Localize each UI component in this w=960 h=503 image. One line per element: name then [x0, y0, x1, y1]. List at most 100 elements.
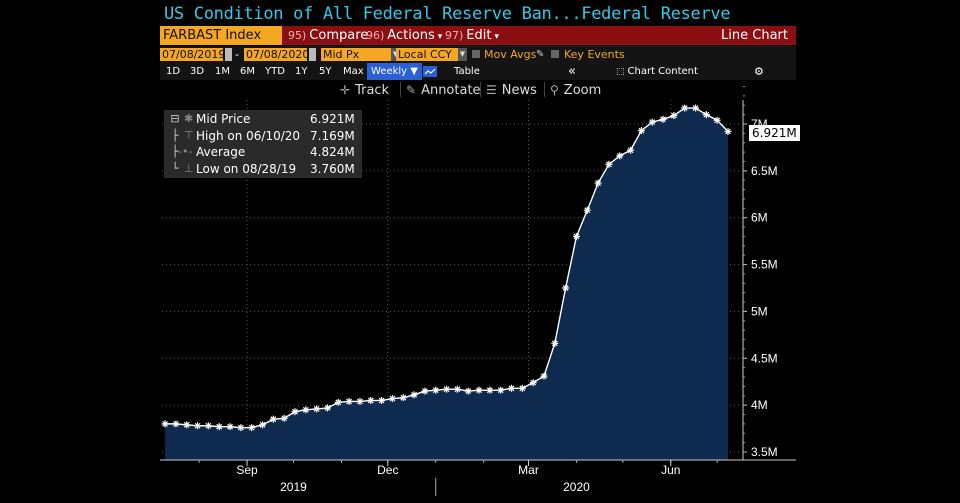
chart-window: US Condition of All Federal Reserve Ban.… [160, 0, 800, 503]
crosshair-icon: ✛ [340, 83, 351, 97]
chart-content-label: Chart Content [627, 66, 698, 77]
collapse-icon[interactable]: « [568, 64, 576, 79]
news-button[interactable]: ☰ News [486, 80, 537, 100]
magnifier-icon: ⚲ [550, 83, 559, 97]
compare-num: 95) [288, 29, 307, 42]
data-point [345, 397, 353, 405]
legend-label: Average [196, 145, 246, 159]
range-1m[interactable]: 1M [215, 66, 230, 77]
key-events-label[interactable]: Key Events [564, 48, 625, 61]
data-point [259, 421, 267, 429]
ticker-field[interactable]: FARBAST Index [160, 26, 282, 45]
chart-content-button[interactable]: ⬚ Chart Content [616, 63, 698, 80]
data-point [572, 232, 580, 240]
data-point [724, 127, 732, 135]
annotate-button[interactable]: ✎ Annotate [406, 80, 481, 100]
range-3d[interactable]: 3D [190, 66, 205, 77]
compare-menu[interactable]: 95) Compare [288, 26, 368, 45]
chevron-down-icon[interactable]: ▼ [391, 48, 400, 61]
year-label: 2019 [280, 480, 307, 494]
divider [480, 82, 481, 97]
data-point [323, 404, 331, 412]
legend-value: 7.169M [310, 128, 355, 143]
pencil-icon[interactable]: ✎ [536, 49, 545, 60]
legend-item-mid-price[interactable]: ⊟ ✱ Mid Price 6.921M [164, 111, 362, 128]
chart-type-label[interactable]: Line Chart [721, 28, 788, 43]
gear-icon[interactable]: ⚙ [754, 65, 764, 78]
range-max[interactable]: Max [343, 66, 364, 77]
range-1y[interactable]: 1Y [295, 66, 308, 77]
data-point [562, 284, 570, 292]
annotation-bar: ✛ Track ✎ Annotate ☰ News ⚲ Zoom [160, 80, 796, 100]
calendar-icon[interactable] [225, 48, 232, 61]
mov-avgs-checkbox[interactable] [472, 50, 480, 58]
data-point [551, 339, 559, 347]
track-label: Track [355, 83, 390, 98]
chart-content-icon: ⬚ [616, 67, 625, 77]
chevron-down-icon: ▾ [437, 32, 443, 42]
data-point [302, 406, 310, 414]
legend-value: 4.824M [310, 145, 355, 159]
key-events-checkbox[interactable] [551, 50, 559, 58]
data-point [356, 397, 364, 405]
expand-icon[interactable]: ⊟ [170, 112, 180, 125]
divider [400, 82, 401, 97]
data-point [226, 423, 234, 431]
currency-select[interactable]: Local CCY [396, 48, 458, 61]
x-tick-label: Dec [377, 463, 398, 477]
main-toolbar: FARBAST Index 95) Compare 96) Actions ▾ 97)… [160, 26, 796, 45]
y-tick-label: 3.5M [751, 445, 778, 459]
data-point [183, 421, 191, 429]
range-ytd[interactable]: YTD [265, 66, 285, 77]
calendar-icon[interactable] [309, 48, 316, 61]
asterisk-icon: ✱ [184, 112, 194, 125]
range-6m[interactable]: 6M [240, 66, 255, 77]
line-chart-icon[interactable] [423, 66, 437, 77]
chevron-down-icon: ▾ [494, 32, 500, 42]
track-button[interactable]: ✛ Track [340, 80, 389, 100]
frequency-select[interactable]: Weekly ▼ [367, 63, 422, 80]
chevron-down-icon[interactable]: ▼ [458, 48, 467, 61]
legend-label: High on 06/10/20 [196, 128, 301, 143]
timeframe-bar: 1D 3D 1M 6M YTD 1Y 5Y Max Weekly ▼ Table… [160, 63, 796, 80]
data-point [432, 386, 440, 394]
end-date-field[interactable]: 07/08/2020 [244, 48, 310, 61]
price-marks [161, 104, 732, 432]
table-button[interactable]: Table [454, 66, 480, 77]
legend-item-high[interactable]: ├ ⊤ High on 06/10/20 7.169M [164, 128, 362, 145]
actions-menu[interactable]: 96) Actions ▾ [366, 26, 442, 45]
legend-box: ⊟ ✱ Mid Price 6.921M ├ ⊤ High on 06/10/2… [164, 110, 362, 178]
data-point [518, 384, 526, 392]
year-label: 2020 [563, 480, 590, 494]
data-point [410, 391, 418, 399]
data-point [237, 424, 245, 432]
data-point [486, 386, 494, 394]
data-point [594, 179, 602, 187]
data-point [280, 414, 288, 422]
data-point [161, 420, 169, 428]
y-tick-label: 6M [751, 211, 768, 225]
data-point [540, 372, 548, 380]
y-tick-label: 6.5M [751, 164, 778, 178]
last-price-tag: 6.921M [749, 125, 800, 141]
legend-item-average[interactable]: ├ -•- Average 4.824M [164, 144, 362, 161]
actions-label: Actions [387, 28, 435, 43]
zoom-button[interactable]: ⚲ Zoom [550, 80, 601, 100]
data-point [291, 408, 299, 416]
mov-avgs-label[interactable]: Mov Avgs [484, 48, 537, 61]
range-1d[interactable]: 1D [166, 66, 181, 77]
start-date-field[interactable]: 07/08/2019 [160, 48, 226, 61]
range-5y[interactable]: 5Y [319, 66, 332, 77]
price-field-select[interactable]: Mid Px [321, 48, 391, 61]
date-separator: - [235, 48, 239, 61]
data-point [659, 115, 667, 123]
data-point [388, 395, 396, 403]
edit-menu[interactable]: 97) Edit ▾ [445, 26, 499, 45]
x-tick-label: Jun [661, 463, 680, 477]
legend-item-low[interactable]: └ ⊥ Low on 08/28/19 3.760M [164, 161, 362, 178]
data-point [269, 415, 277, 423]
data-point [627, 146, 635, 154]
data-point [464, 387, 472, 395]
data-point [670, 112, 678, 120]
